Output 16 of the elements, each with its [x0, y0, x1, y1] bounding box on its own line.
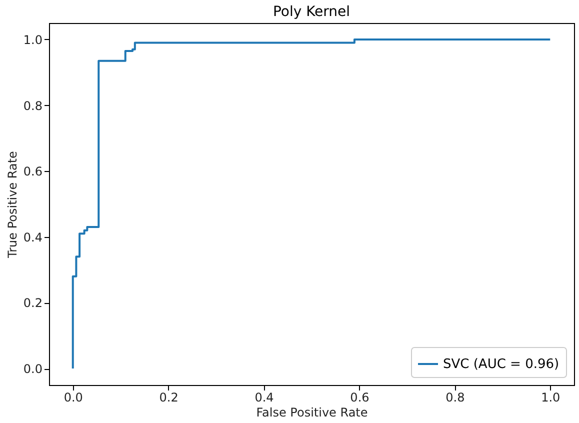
- x-axis-title: False Positive Rate: [256, 406, 368, 420]
- y-tick-label: 0.6: [23, 164, 42, 179]
- legend-label: SVC (AUC = 0.96): [443, 357, 560, 372]
- y-tick-label: 0.2: [23, 296, 42, 310]
- y-tick-label: 0.4: [23, 230, 42, 244]
- chart-title: Poly Kernel: [272, 4, 350, 20]
- x-tick-label: 1.0: [541, 390, 560, 404]
- y-axis-title: True Positive Rate: [5, 151, 20, 259]
- y-tick-label: 0.8: [23, 98, 42, 113]
- x-tick-label: 0.0: [64, 390, 83, 404]
- x-tick-label: 0.8: [446, 390, 465, 404]
- x-tick-label: 0.6: [350, 390, 370, 404]
- y-tick-label: 0.0: [23, 362, 42, 376]
- x-tick-label: 0.4: [254, 390, 274, 404]
- x-tick-label: 0.2: [159, 390, 178, 404]
- y-tick-label: 1.0: [23, 32, 42, 47]
